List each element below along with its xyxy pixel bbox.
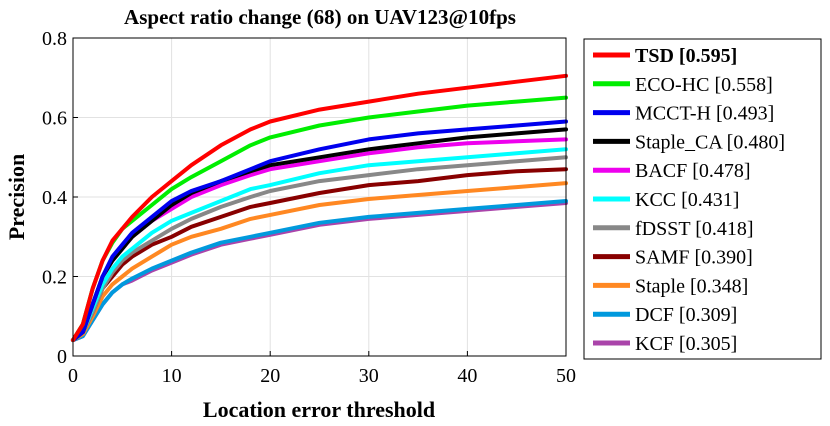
y-axis-label: Precision — [4, 154, 29, 240]
x-tick-label: 30 — [359, 365, 379, 387]
y-tick-label: 0.8 — [42, 28, 67, 50]
legend-label-tsd: TSD [0.595] — [635, 45, 737, 67]
series-line-samf — [71, 167, 568, 343]
legend-label-dcf: DCF [0.309] — [635, 304, 737, 326]
legend-label-samf: SAMF [0.390] — [635, 247, 753, 269]
x-tick-label: 40 — [457, 365, 477, 387]
series-lines — [71, 73, 568, 343]
series-line-kcc — [71, 147, 568, 343]
legend-label-staple: Staple [0.348] — [635, 275, 748, 297]
y-tick-label: 0.4 — [42, 187, 67, 209]
x-tick-label: 20 — [260, 365, 280, 387]
grid — [73, 38, 566, 356]
x-tick-label: 50 — [556, 365, 576, 387]
x-axis-ticks: 0 10 20 30 40 50 — [68, 351, 576, 387]
x-tick-label: 10 — [162, 365, 182, 387]
y-axis-ticks: 0 0.2 0.4 0.6 0.8 — [42, 28, 78, 368]
x-tick-label: 0 — [68, 365, 78, 387]
series-line-mcct-h — [71, 119, 568, 343]
x-axis-label: Location error threshold — [203, 397, 435, 422]
series-line-tsd — [71, 73, 568, 343]
legend-label-staple-ca: Staple_CA [0.480] — [635, 131, 785, 153]
legend-label-bacf: BACF [0.478] — [635, 160, 751, 182]
legend-label-eco-hc: ECO-HC [0.558] — [635, 74, 773, 96]
legend-label-fdsst: fDSST [0.418] — [635, 218, 754, 240]
legend: TSD [0.595] ECO-HC [0.558] MCCT-H [0.493] S… — [583, 38, 822, 360]
y-tick-label: 0 — [57, 346, 67, 368]
y-tick-label: 0.6 — [42, 108, 67, 130]
series-line-bacf — [71, 137, 568, 343]
y-tick-label: 0.2 — [42, 267, 67, 289]
legend-label-kcc: KCC [0.431] — [635, 189, 739, 211]
chart-title: Aspect ratio change (68) on UAV123@10fps — [124, 5, 516, 29]
series-line-staple — [71, 181, 568, 343]
legend-label-kcf: KCF [0.305] — [635, 333, 737, 355]
series-line-dcf — [71, 199, 568, 343]
legend-label-mcct-h: MCCT-H [0.493] — [635, 103, 774, 125]
